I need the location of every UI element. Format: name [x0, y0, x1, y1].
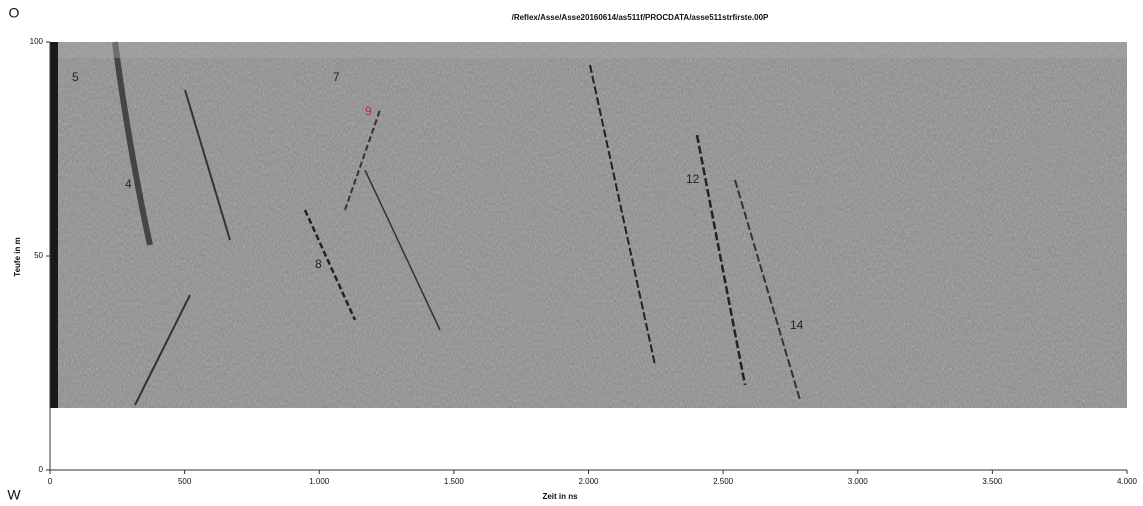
x-tick-label: 3.000	[848, 477, 869, 486]
annotation: 7	[333, 70, 340, 84]
chart-title: /Reflex/Asse/Asse20160614/as511f/PROCDAT…	[512, 13, 769, 22]
annotation: 9	[365, 104, 372, 118]
corner-label: W	[7, 487, 21, 503]
annotation: 8	[315, 257, 322, 271]
y-tick-label: 100	[30, 37, 44, 46]
corner-label: O	[9, 5, 20, 21]
chart: /Reflex/Asse/Asse20160614/as511f/PROCDAT…	[0, 0, 1143, 506]
y-tick-label: 0	[39, 465, 44, 474]
x-tick-label: 0	[48, 477, 53, 486]
x-tick-label: 2.000	[578, 477, 599, 486]
y-tick-label: 50	[34, 251, 43, 260]
y-axis-label: Teufe in m	[13, 237, 22, 276]
annotation: 5	[72, 70, 79, 84]
radargram-image	[50, 42, 1127, 408]
x-tick-label: 500	[178, 477, 192, 486]
x-tick-label: 3.500	[982, 477, 1003, 486]
x-tick-label: 1.000	[309, 477, 330, 486]
annotation: 12	[686, 172, 700, 186]
x-axis-label: Zeit in ns	[542, 492, 578, 501]
x-tick-label: 4.000	[1117, 477, 1138, 486]
x-tick-label: 1.500	[444, 477, 465, 486]
annotation: 14	[790, 318, 804, 332]
annotation: 4	[125, 177, 132, 191]
x-tick-label: 2.500	[713, 477, 734, 486]
